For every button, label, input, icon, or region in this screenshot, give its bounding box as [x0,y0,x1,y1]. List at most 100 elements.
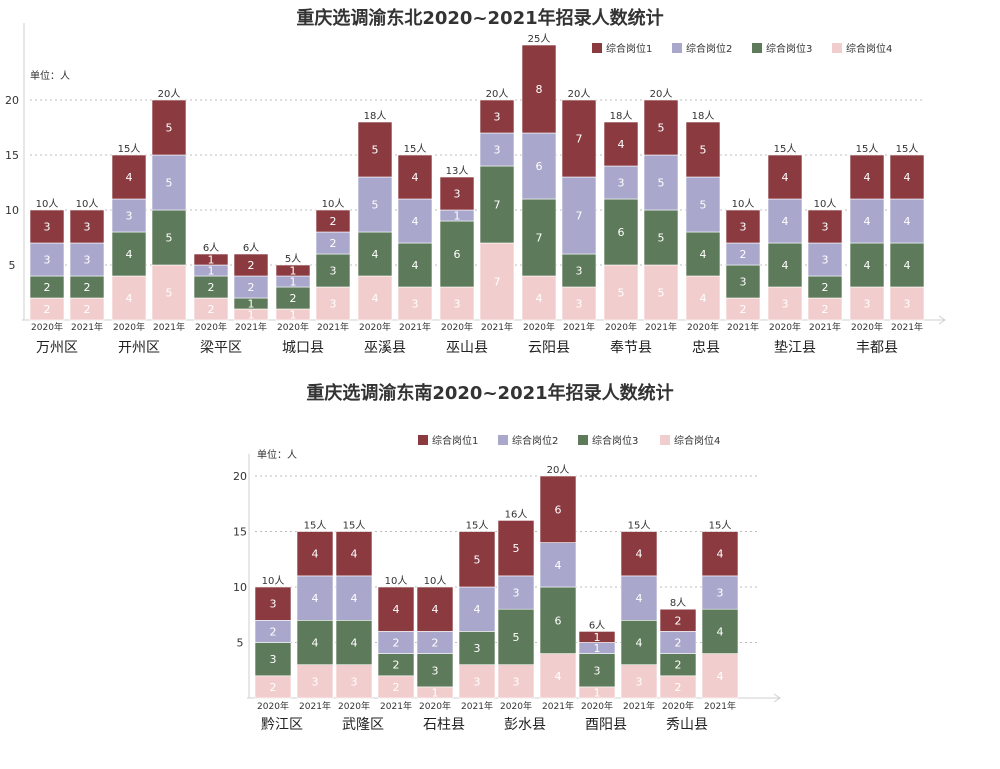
bar-total-label: 20人 [158,88,181,100]
x-tick-year-label: 2020年 [113,321,145,333]
bar-value-label: 3 [494,111,501,124]
unit-label: 单位：人 [30,69,70,82]
x-tick-year-label: 2020年 [419,700,451,712]
bar-value-label: 1 [594,686,601,699]
bar-segment [458,531,496,588]
bar-segment [620,619,658,665]
bar-value-label: 1 [208,265,215,278]
bar-value-label: 2 [393,659,400,672]
bar-value-label: 4 [474,603,481,616]
bar-segment [69,209,105,244]
bar-value-label: 5 [513,631,520,644]
bar-segment [807,242,843,277]
bar-value-label: 5 [618,287,625,300]
bar-segment [643,99,679,156]
bar-value-label: 2 [822,303,829,316]
bar-value-label: 2 [270,625,277,638]
bar-segment [335,664,373,699]
bar-segment [111,154,147,200]
bar-value-label: 2 [270,681,277,694]
x-tick-year-label: 2020年 [359,321,391,333]
bar-segment [296,575,334,621]
bar-value-label: 2 [393,681,400,694]
bar-segment [849,154,885,200]
bar-value-label: 4 [864,171,871,184]
bar-total-label: 20人 [547,464,570,476]
bar-segment [889,154,925,200]
bar-value-label: 3 [822,221,829,234]
bar-total-label: 18人 [692,110,715,122]
bar-value-label: 3 [84,254,91,267]
bar-total-label: 15人 [404,143,427,155]
x-tick-year-label: 2021年 [399,321,431,333]
bar-segment [416,586,454,632]
bar-segment [296,531,334,577]
bar-segment [521,44,557,134]
bar-value-label: 4 [126,292,133,305]
bar-value-label: 4 [412,171,419,184]
bar-segment [539,542,577,588]
bar-total-label: 6人 [589,619,605,631]
bar-value-label: 2 [675,637,682,650]
bar-value-label: 2 [248,259,255,272]
bar-value-label: 2 [290,292,297,305]
bar-segment [357,121,393,178]
bar-value-label: 3 [330,298,337,311]
bar-segment [497,520,535,577]
bar-value-label: 1 [594,642,601,655]
bar-segment [539,475,577,543]
bar-segment [643,154,679,211]
bar-value-label: 3 [330,265,337,278]
x-group-label: 城口县 [282,340,324,356]
bar-value-label: 3 [270,653,277,666]
x-tick-year-label: 2021年 [727,321,759,333]
bar-value-label: 3 [864,298,871,311]
bar-segment [397,286,433,321]
bar-value-label: 4 [782,215,789,228]
bar-value-label: 2 [432,637,439,650]
x-tick-year-label: 2021年 [623,700,655,712]
legend-label: 综合岗位1 [606,42,652,55]
x-tick-year-label: 2020年 [195,321,227,333]
bar-total-label: 15人 [304,520,327,532]
bar-value-label: 5 [372,199,379,212]
bar-segment [767,286,803,321]
bar-segment [377,586,415,632]
bar-total-label: 25人 [528,33,551,45]
bar-value-label: 3 [494,144,501,157]
bar-total-label: 18人 [364,110,387,122]
bar-value-label: 1 [290,309,297,322]
y-tick-label: 10 [5,204,19,217]
legend-swatch [592,43,602,53]
x-axis-arrow [773,693,781,703]
bar-value-label: 2 [822,281,829,294]
bar-total-label: 10人 [385,575,408,587]
x-group-label: 万州区 [36,340,78,356]
bar-value-label: 5 [658,122,665,135]
bar-segment [439,220,475,288]
bar-segment [233,253,269,277]
bar-total-label: 10人 [814,198,837,210]
bar-value-label: 7 [576,133,583,146]
x-tick-year-label: 2020年 [662,700,694,712]
y-tick-label: 20 [233,470,247,483]
bar-segment [111,231,147,277]
bar-value-label: 4 [432,603,439,616]
bar-segment [578,653,616,688]
bar-segment [397,242,433,288]
bar-value-label: 5 [513,542,520,555]
bar-total-label: 18人 [610,110,633,122]
x-group-label: 秀山县 [666,717,708,733]
bar-segment [111,198,147,233]
y-tick-label: 15 [5,149,19,162]
bar-segment [111,275,147,321]
bar-value-label: 1 [248,309,255,322]
bar-value-label: 3 [474,675,481,688]
bar-segment [335,619,373,665]
legend-swatch [418,435,428,445]
bar-value-label: 4 [351,592,358,605]
x-tick-year-label: 2021年 [563,321,595,333]
bar-value-label: 1 [248,298,255,311]
bar-value-label: 4 [412,215,419,228]
bar-value-label: 2 [675,681,682,694]
